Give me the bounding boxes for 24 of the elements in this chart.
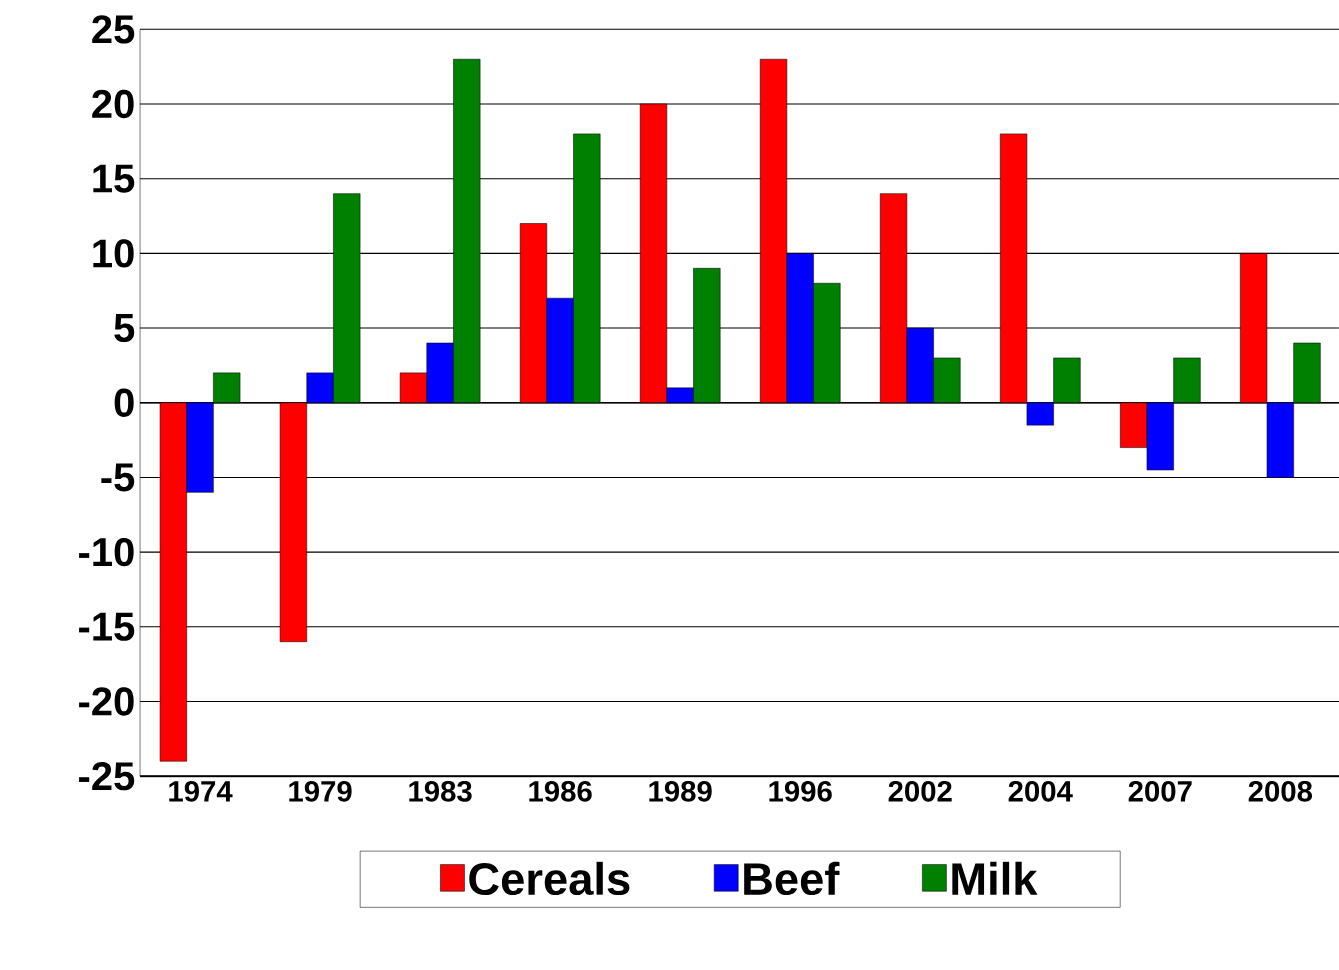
y-tick-label: 25: [92, 15, 135, 44]
y-tick-label: -15: [79, 613, 135, 641]
x-tick-label: 2004: [1008, 781, 1073, 802]
x-tick-label: 1996: [769, 781, 832, 802]
legend-label: Beef: [744, 862, 840, 896]
legend-label: Cereals: [469, 862, 630, 896]
x-tick-label: 2002: [888, 781, 952, 802]
x-tick-label: 1983: [409, 781, 472, 802]
x-tick-label: 1986: [529, 781, 592, 802]
y-tick-label: 10: [93, 239, 134, 268]
x-tick-label: 2008: [1248, 781, 1313, 802]
y-tick-label: 15: [93, 164, 135, 193]
y-tick-label: 5: [114, 314, 135, 343]
x-tick-label: 1979: [289, 781, 352, 802]
x-tick-label: 1989: [649, 781, 712, 802]
y-tick-label: -10: [79, 538, 134, 567]
x-tick-label: 1974: [169, 781, 233, 802]
legend-label: Milk: [952, 862, 1038, 895]
x-tick-label: 2007: [1128, 781, 1192, 802]
y-tick-label: 20: [92, 90, 134, 119]
y-tick-label: -20: [79, 687, 134, 716]
y-tick-label: -25: [79, 762, 135, 791]
y-tick-label: -5: [101, 463, 135, 492]
y-tick-label: 0: [114, 388, 134, 418]
